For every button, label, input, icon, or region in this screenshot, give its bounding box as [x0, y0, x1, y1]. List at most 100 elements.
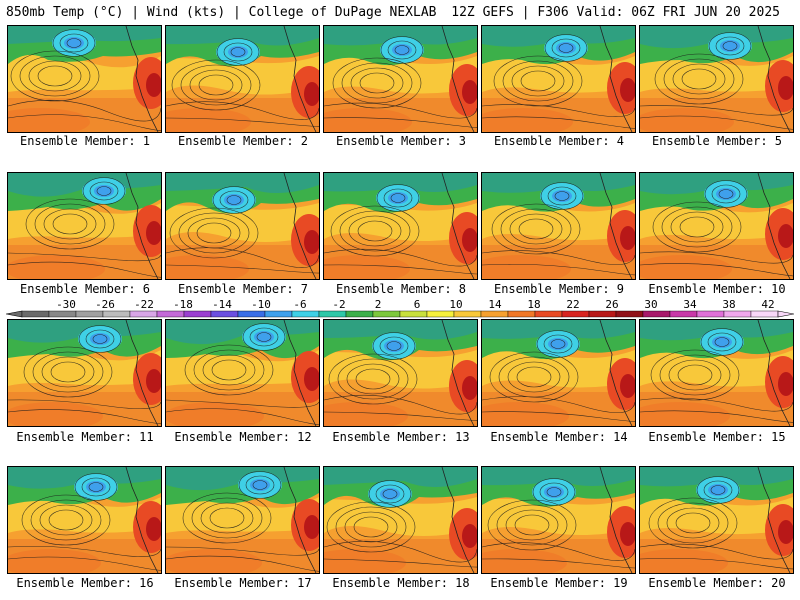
colorbar-swatch	[426, 310, 455, 318]
temperature-colorbar: -30 -26 -22 -18 -14 -10 -6 -2 2 6 10 14 18 22 26 30 34 38…	[6, 298, 794, 318]
temperature-field-map	[166, 173, 319, 279]
ensemble-member-map	[165, 319, 320, 427]
colorbar-swatch	[156, 310, 185, 318]
ensemble-member-label: Ensemble Member: 9	[493, 282, 625, 296]
colorbar-swatch	[237, 310, 266, 318]
colorbar-swatch	[480, 310, 509, 318]
temperature-field-map	[482, 320, 635, 426]
colorbar-swatch	[102, 310, 131, 318]
ensemble-member-label: Ensemble Member: 11	[16, 430, 154, 444]
colorbar-tick-label: 22	[566, 298, 579, 311]
ensemble-member-map	[323, 319, 478, 427]
map-title: 850mb Temp (°C) | Wind (kts) | College o…	[6, 5, 437, 20]
ensemble-member-map	[165, 172, 320, 280]
ensemble-member-map	[7, 319, 162, 427]
temperature-field-map	[324, 173, 477, 279]
colorbar-tick-label: 34	[683, 298, 697, 311]
temperature-field-map	[640, 467, 793, 573]
colorbar-swatch	[129, 310, 158, 318]
colorbar-swatch	[642, 310, 671, 318]
ensemble-member-label: Ensemble Member: 19	[490, 576, 628, 590]
colorbar-swatch	[561, 310, 590, 318]
temperature-field-map	[640, 26, 793, 132]
ensemble-member-map	[7, 466, 162, 574]
colorbar-tick-label: -30	[56, 298, 76, 311]
ensemble-member-label: Ensemble Member: 10	[648, 282, 786, 296]
temperature-field-map	[640, 173, 793, 279]
temperature-field-map	[482, 26, 635, 132]
colorbar-swatch	[264, 310, 293, 318]
colorbar-swatch	[75, 310, 104, 318]
colorbar-swatch	[399, 310, 428, 318]
colorbar-tick-label: 42	[761, 298, 774, 311]
ensemble-member-label: Ensemble Member: 18	[332, 576, 470, 590]
colorbar-tick-label: -26	[95, 298, 115, 311]
ensemble-member-label: Ensemble Member: 3	[335, 134, 467, 148]
ensemble-member-label: Ensemble Member: 6	[19, 282, 151, 296]
ensemble-member-label: Ensemble Member: 12	[174, 430, 312, 444]
ensemble-member-map	[165, 466, 320, 574]
ensemble-member-map	[639, 466, 794, 574]
temperature-field-map	[482, 467, 635, 573]
ensemble-member-label: Ensemble Member: 4	[493, 134, 625, 148]
ensemble-member-map	[481, 319, 636, 427]
colorbar-swatch	[453, 310, 482, 318]
colorbar-tick-label: -18	[173, 298, 193, 311]
colorbar-swatch	[21, 310, 50, 318]
ensemble-member-map	[323, 466, 478, 574]
ensemble-member-map	[165, 25, 320, 133]
temperature-field-map	[166, 26, 319, 132]
colorbar-tick-label: 26	[605, 298, 618, 311]
colorbar-tick-label: -14	[212, 298, 232, 311]
colorbar-tick-label: 38	[722, 298, 735, 311]
temperature-field-map	[8, 26, 161, 132]
colorbar-tick-label: 30	[644, 298, 657, 311]
colorbar-swatch	[372, 310, 401, 318]
ensemble-member-label: Ensemble Member: 1	[19, 134, 151, 148]
temperature-field-map	[324, 467, 477, 573]
temperature-field-map	[8, 467, 161, 573]
colorbar-left-arrow	[6, 310, 23, 318]
colorbar-tick-label: -10	[251, 298, 271, 311]
ensemble-member-label: Ensemble Member: 13	[332, 430, 470, 444]
ensemble-member-map	[639, 25, 794, 133]
colorbar-swatch	[534, 310, 563, 318]
temperature-field-map	[8, 173, 161, 279]
temperature-field-map	[166, 467, 319, 573]
ensemble-member-map	[323, 172, 478, 280]
colorbar-swatch	[750, 310, 779, 318]
ensemble-member-label: Ensemble Member: 17	[174, 576, 312, 590]
ensemble-member-map	[481, 25, 636, 133]
colorbar-right-arrow	[777, 310, 794, 318]
ensemble-member-map	[481, 172, 636, 280]
colorbar-tick-label: 18	[527, 298, 540, 311]
ensemble-member-map	[481, 466, 636, 574]
ensemble-member-label: Ensemble Member: 15	[648, 430, 786, 444]
model-valid-time: 12Z GEFS | F306 Valid: 06Z FRI JUN 20 20…	[451, 5, 780, 20]
ensemble-member-label: Ensemble Member: 8	[335, 282, 467, 296]
temperature-field-map	[8, 320, 161, 426]
colorbar-tick-label: -2	[332, 298, 345, 311]
temperature-field-map	[324, 320, 477, 426]
temperature-field-map	[324, 26, 477, 132]
temperature-field-map	[640, 320, 793, 426]
ensemble-member-map	[7, 25, 162, 133]
ensemble-member-map	[639, 319, 794, 427]
colorbar-tick-label: -6	[293, 298, 306, 311]
colorbar-swatch	[48, 310, 77, 318]
colorbar-swatch	[210, 310, 239, 318]
ensemble-member-label: Ensemble Member: 5	[651, 134, 783, 148]
colorbar-swatch	[507, 310, 536, 318]
colorbar-swatch	[345, 310, 374, 318]
ensemble-member-map	[323, 25, 478, 133]
colorbar-tick-label: -22	[134, 298, 154, 311]
colorbar-swatch	[615, 310, 644, 318]
ensemble-member-map	[7, 172, 162, 280]
colorbar-swatch	[318, 310, 347, 318]
colorbar-swatch	[669, 310, 698, 318]
colorbar-tick-label: 14	[488, 298, 502, 311]
colorbar-swatch	[723, 310, 752, 318]
ensemble-member-label: Ensemble Member: 2	[177, 134, 309, 148]
temperature-field-map	[166, 320, 319, 426]
colorbar-swatch	[183, 310, 212, 318]
